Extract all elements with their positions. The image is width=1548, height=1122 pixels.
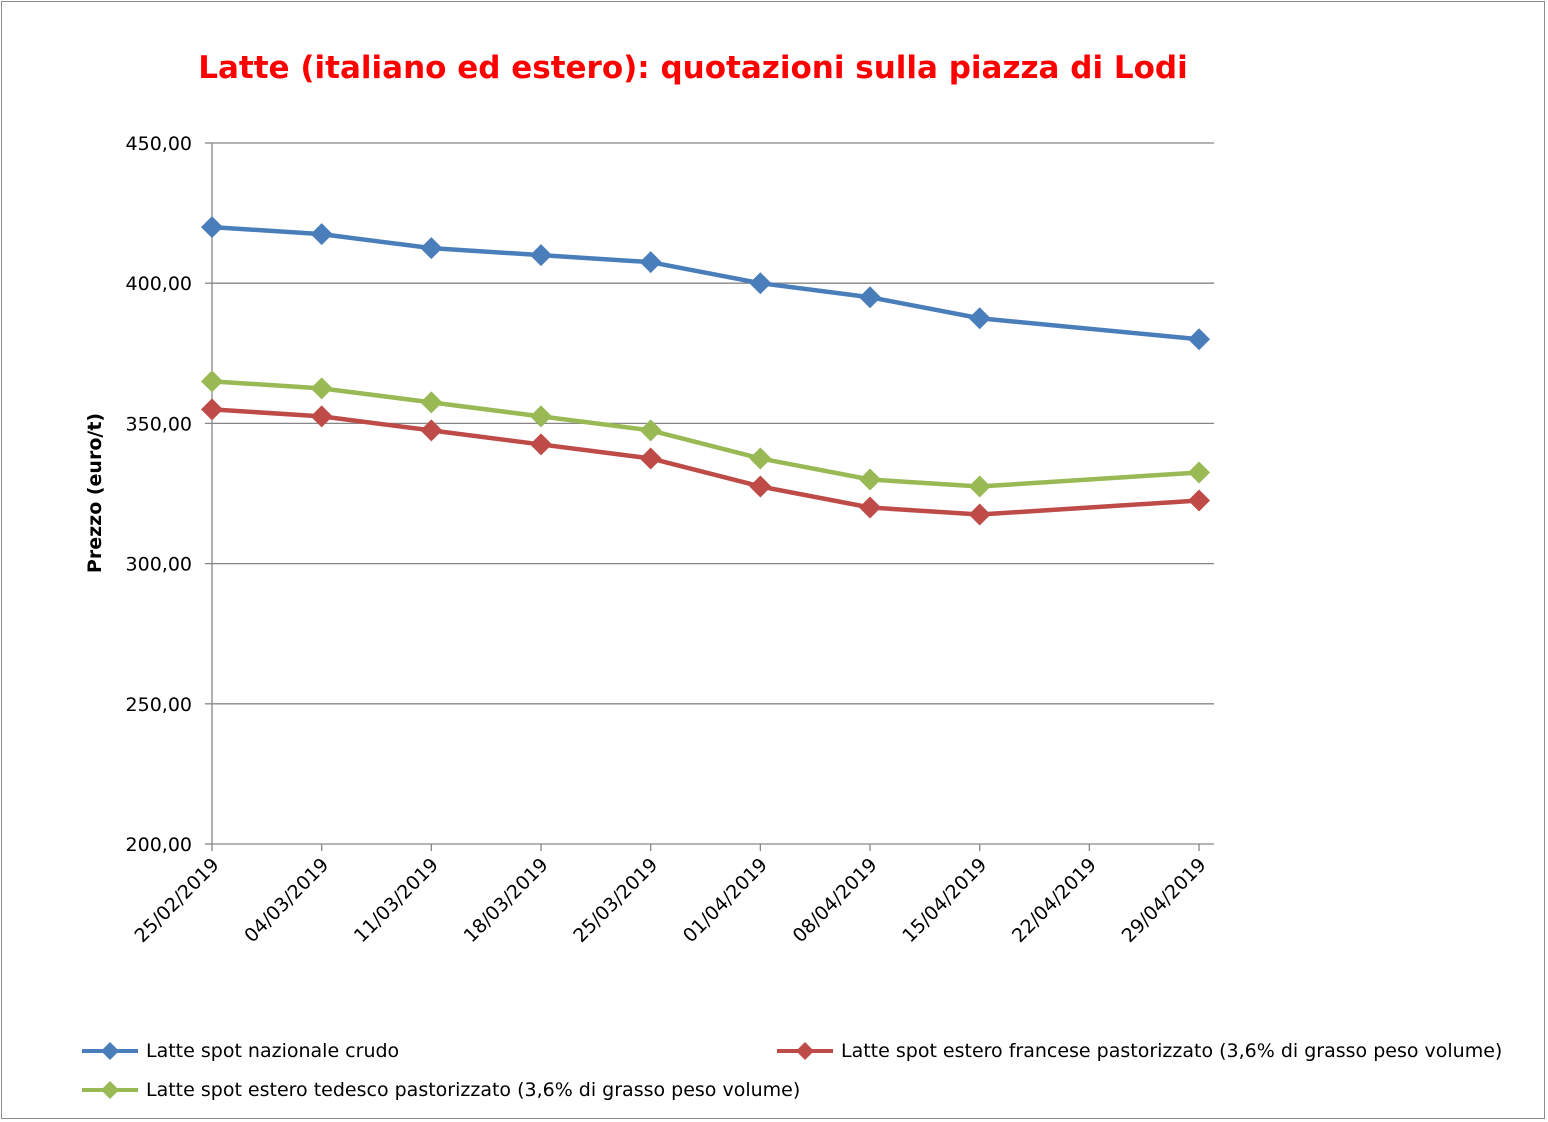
x-tick-label: 08/04/2019 bbox=[789, 854, 882, 947]
legend-item-tedesco: Latte spot estero tedesco pastorizzato (… bbox=[80, 1079, 800, 1101]
data-point bbox=[310, 405, 333, 428]
y-tick-label: 300,00 bbox=[126, 554, 192, 576]
legend-item-francese: Latte spot estero francese pastorizzato … bbox=[775, 1040, 1502, 1062]
x-tick-label: 25/02/2019 bbox=[131, 854, 224, 947]
data-point bbox=[530, 433, 553, 456]
data-point bbox=[1188, 461, 1211, 484]
legend-marker-icon bbox=[80, 1080, 140, 1100]
data-point bbox=[420, 391, 443, 414]
data-point bbox=[1188, 328, 1211, 351]
data-point bbox=[201, 216, 223, 239]
y-tick-label: 200,00 bbox=[126, 834, 192, 856]
x-tick-label: 01/04/2019 bbox=[679, 854, 772, 947]
data-point bbox=[420, 237, 443, 260]
data-point bbox=[968, 503, 991, 526]
data-point bbox=[530, 405, 553, 428]
data-point bbox=[749, 475, 772, 498]
y-tick-label: 350,00 bbox=[126, 413, 192, 435]
x-tick-label: 15/04/2019 bbox=[898, 854, 991, 947]
legend-marker-icon bbox=[775, 1041, 835, 1061]
chart-title: Latte (italiano ed estero): quotazioni s… bbox=[198, 50, 1188, 86]
legend-item-nazionale: Latte spot nazionale crudo bbox=[80, 1040, 399, 1062]
data-point bbox=[201, 398, 223, 421]
x-tick-label: 11/03/2019 bbox=[350, 854, 443, 947]
legend-label: Latte spot estero francese pastorizzato … bbox=[841, 1040, 1503, 1062]
data-point bbox=[639, 419, 662, 442]
data-point bbox=[310, 377, 333, 400]
data-point bbox=[639, 251, 662, 274]
y-tick-label: 250,00 bbox=[126, 694, 192, 716]
y-tick-label: 450,00 bbox=[126, 133, 192, 155]
data-point bbox=[859, 468, 882, 491]
data-point bbox=[639, 447, 662, 470]
x-tick-label: 29/04/2019 bbox=[1118, 854, 1211, 947]
data-point bbox=[1188, 489, 1211, 512]
data-point bbox=[201, 370, 223, 393]
x-tick-label: 25/03/2019 bbox=[569, 854, 662, 947]
x-tick-label: 22/04/2019 bbox=[1008, 854, 1101, 947]
data-point bbox=[968, 307, 991, 330]
data-point bbox=[859, 496, 882, 519]
legend-label: Latte spot nazionale crudo bbox=[146, 1040, 400, 1062]
data-point bbox=[420, 419, 443, 442]
legend-marker-icon bbox=[80, 1041, 140, 1061]
data-point bbox=[530, 244, 553, 267]
data-point bbox=[749, 272, 772, 295]
data-point bbox=[310, 223, 333, 246]
x-tick-label: 04/03/2019 bbox=[240, 854, 333, 947]
data-point bbox=[968, 475, 991, 498]
legend-label: Latte spot estero tedesco pastorizzato (… bbox=[146, 1079, 801, 1101]
x-tick-label: 18/03/2019 bbox=[460, 854, 553, 947]
series-line bbox=[211, 407, 1200, 517]
data-point bbox=[749, 447, 772, 470]
y-tick-label: 400,00 bbox=[126, 273, 192, 295]
data-point bbox=[859, 286, 882, 309]
